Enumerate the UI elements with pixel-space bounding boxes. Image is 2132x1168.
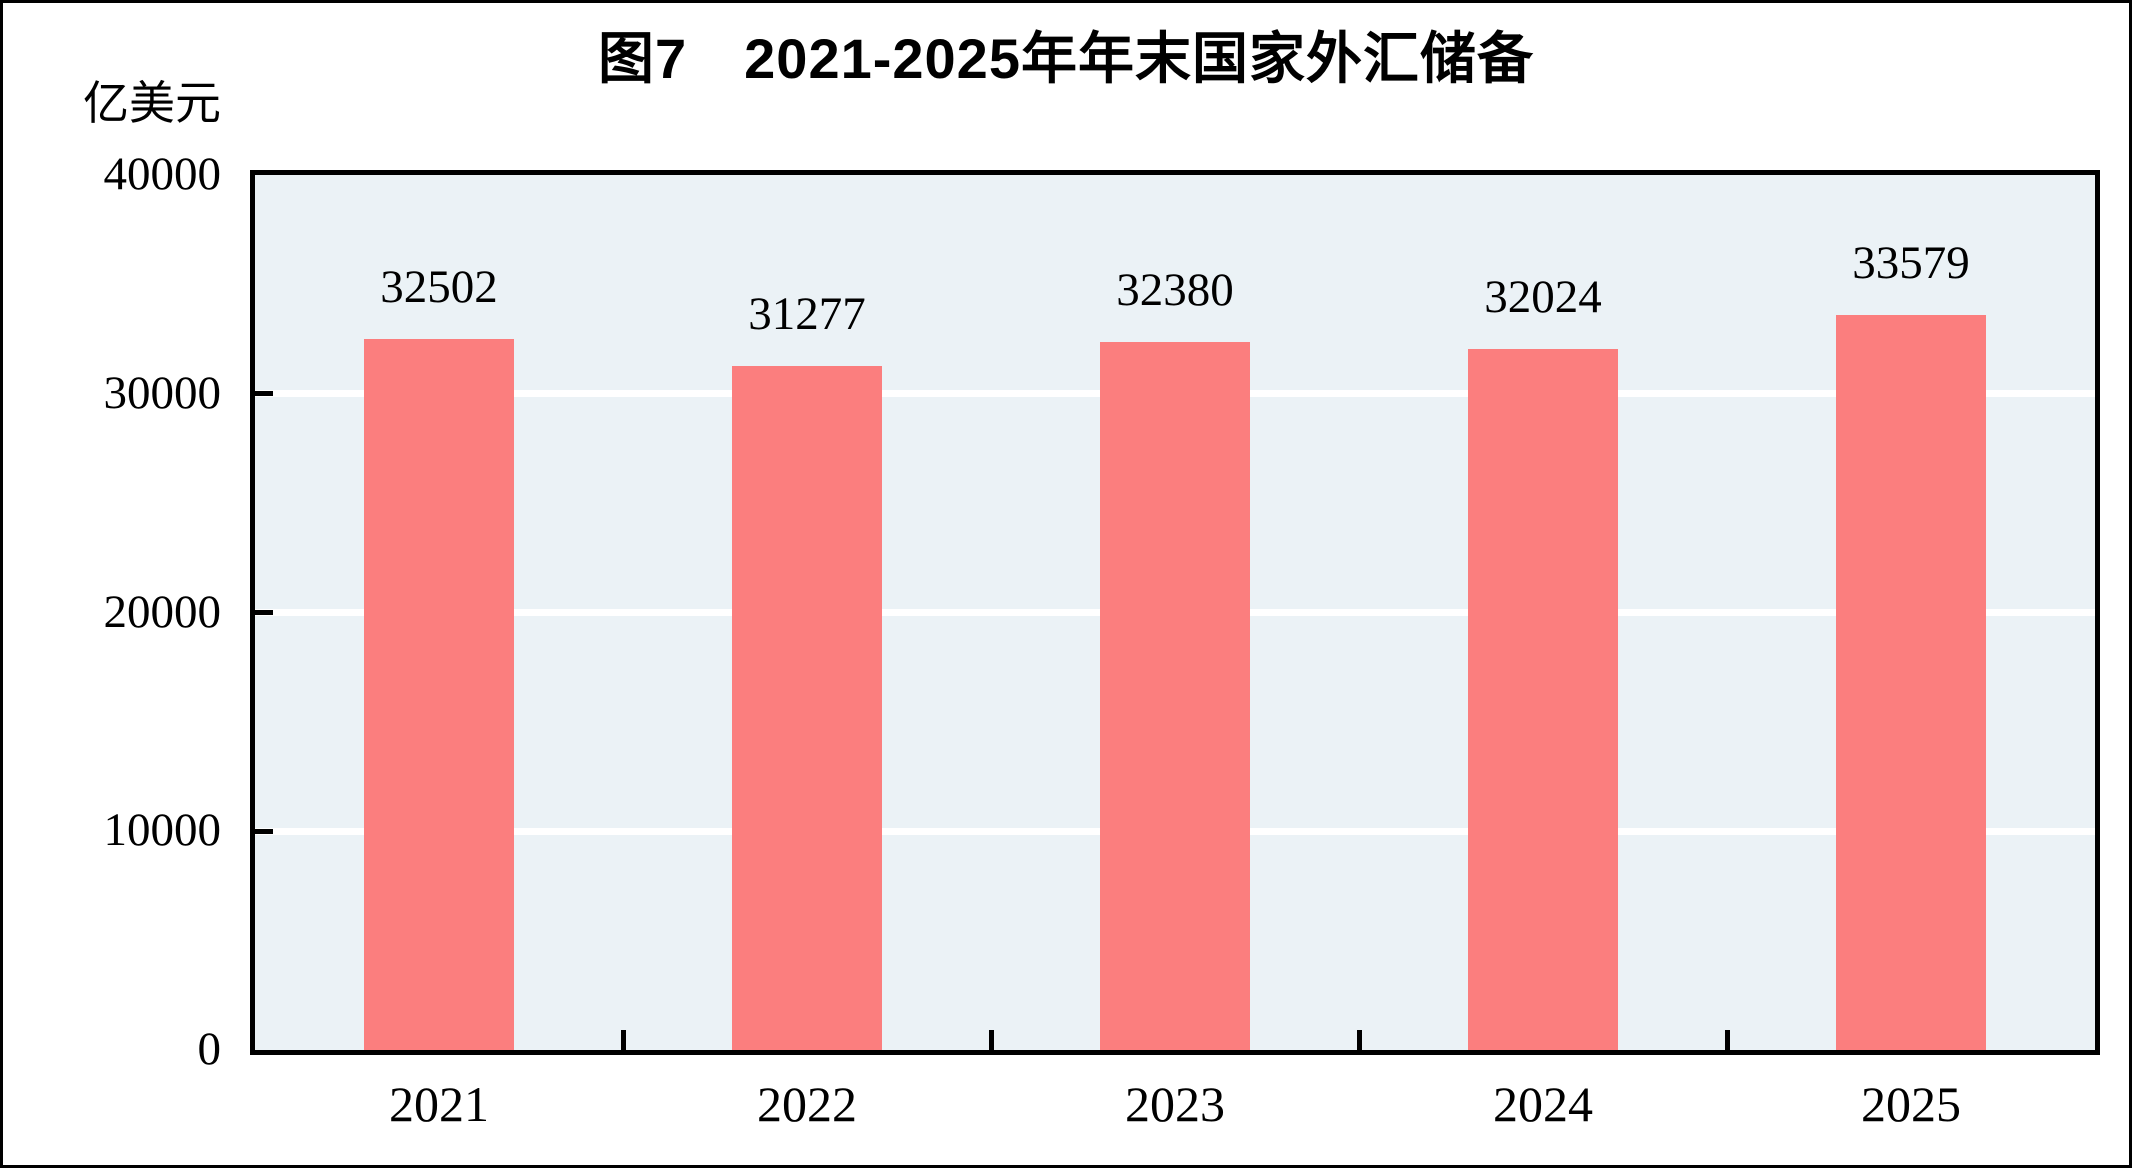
bar-value-label-2022: 31277 [748,287,866,340]
bar-value-label-2021: 32502 [380,261,498,314]
chart-title: 图7 2021-2025年年末国家外汇储备 [598,27,1534,90]
y-axis-label-40000: 40000 [103,148,222,200]
bar-value-label-2023: 32380 [1116,263,1234,316]
bar-2025 [1836,315,1986,1050]
bar-2022 [732,365,882,1050]
y-axis-label-20000: 20000 [103,585,222,638]
bar-2024 [1468,349,1618,1050]
x-axis-tick-4 [1724,1030,1730,1050]
x-axis-tick-1 [620,1030,626,1050]
y-axis-tick-10000 [255,828,273,834]
bar-2021 [364,339,514,1050]
x-axis-label-2022: 2022 [757,1076,857,1132]
bar-2023 [1100,341,1250,1050]
y-axis-tick-30000 [255,391,273,397]
x-axis-label-2025: 2025 [1861,1076,1961,1132]
y-axis-label-0: 0 [197,1023,222,1075]
bar-value-label-2024: 32024 [1484,271,1602,324]
y-axis-tick-20000 [255,610,273,615]
y-axis-label-10000: 10000 [103,804,222,857]
y-axis-unit-label: 亿美元 [83,78,221,129]
y-axis-label-30000: 30000 [103,366,222,419]
bar-value-label-2025: 33579 [1852,237,1970,290]
x-axis-label-2024: 2024 [1493,1076,1593,1132]
x-axis-tick-3 [1356,1030,1362,1050]
x-axis-label-2023: 2023 [1125,1076,1225,1132]
plot-area: 32502 31277 32380 32024 33579 [250,170,2100,1055]
x-axis-tick-2 [988,1030,994,1050]
x-axis-label-2021: 2021 [389,1076,489,1132]
